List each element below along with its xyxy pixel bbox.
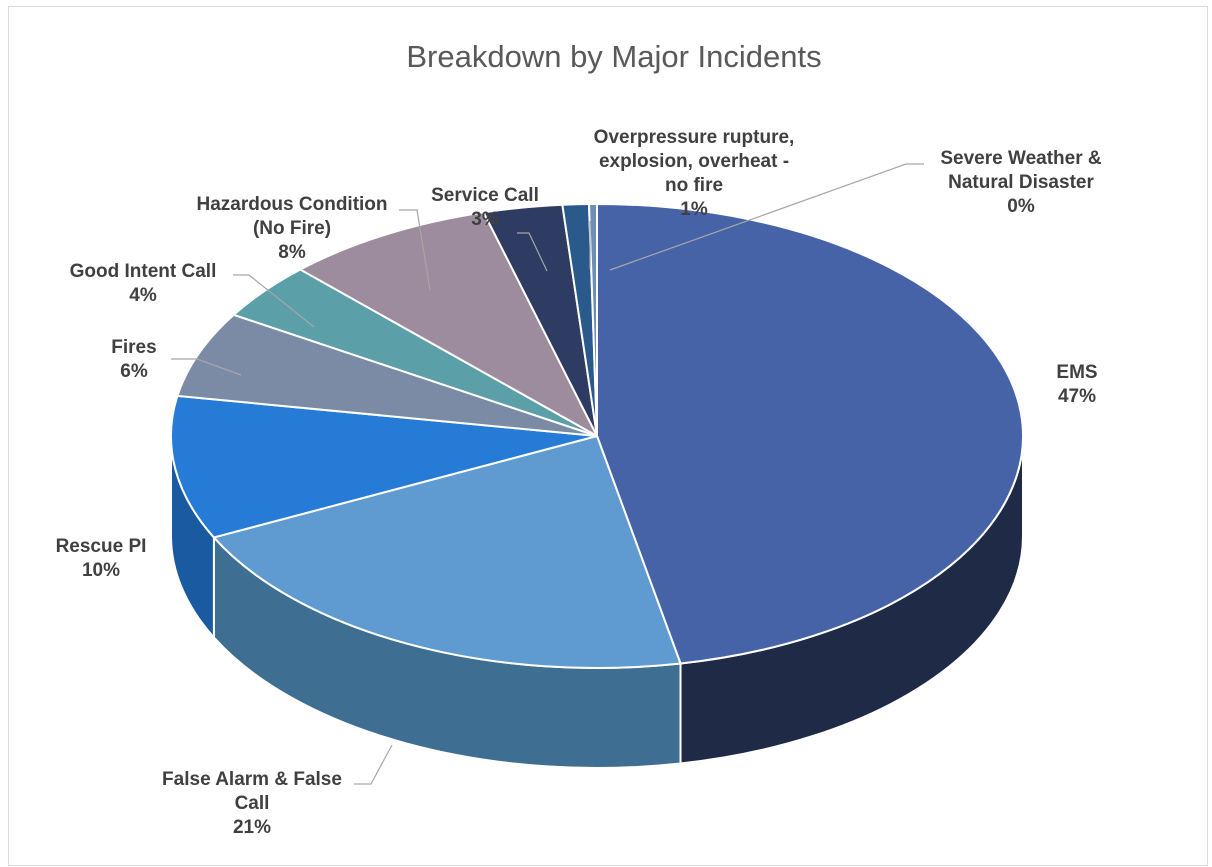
leader-line-service-call (517, 232, 548, 272)
slice-label-severe-weather-natural-disaster: Severe Weather & Natural Disaster 0% (940, 148, 1102, 217)
pie-slices (170, 203, 1025, 669)
slice-label-hazardous-condition-no-fire: Hazardous Condition (No Fire) 8% (196, 194, 387, 263)
chart-title: Breakdown by Major Incidents (406, 39, 821, 74)
slice-label-good-intent-call: Good Intent Call 4% (70, 261, 217, 306)
slice-labels: EMS 47% False Alarm & False Call 21% Rescue P… (56, 127, 1102, 838)
slice-label-false-alarm-false-call: False Alarm & False Call 21% (162, 769, 342, 838)
leader-lines (171, 163, 924, 785)
slice-ems (596, 203, 1025, 665)
slice-label-overpressure-rupture-explosion-overheat-no-fire: Overpressure rupture, explosion, overheat… (594, 127, 795, 220)
leader-line-fires (171, 358, 242, 376)
slice-hazardous-condition-no-fire (299, 211, 598, 437)
chart-frame: Breakdown by Major Incidents EMS 47% False… (8, 6, 1208, 866)
slice-false-alarm-false-call (212, 435, 682, 669)
slice-fires (176, 313, 598, 437)
pie-chart: Breakdown by Major Incidents EMS 47% False… (56, 39, 1102, 838)
slice-rescue-pi (170, 394, 598, 539)
leader-line-severe-weather-natural-disaster (609, 163, 924, 271)
leader-line-hazardous-condition-no-fire (399, 209, 431, 291)
slice-label-fires: Fires 6% (111, 337, 156, 382)
slice-severe-weather-natural-disaster (587, 203, 598, 437)
leader-line-false-alarm-false-call (354, 744, 393, 785)
slice-label-ems: EMS 47% (1056, 362, 1097, 407)
slice-label-rescue-pi: Rescue PI 10% (56, 536, 147, 581)
slice-label-service-call: Service Call 3% (431, 185, 539, 230)
leader-line-good-intent-call (233, 274, 315, 328)
